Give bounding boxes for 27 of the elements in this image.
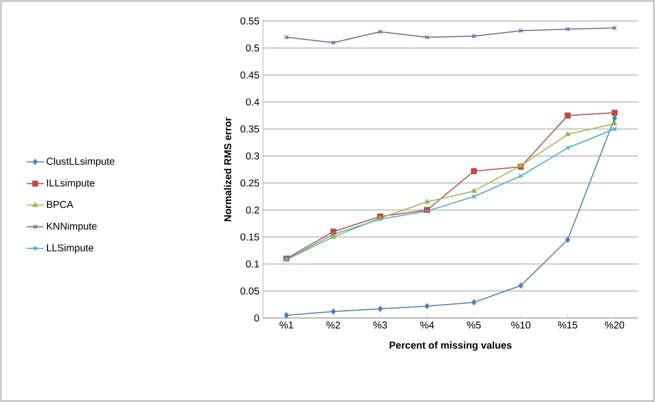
y-tick-label: 0.15 xyxy=(240,233,260,241)
y-tick-label: 0.3 xyxy=(246,152,260,160)
x-tick-label: %1 xyxy=(280,322,294,328)
x-tick-label: %10 xyxy=(511,322,530,329)
x-tick-label: %20 xyxy=(604,322,624,329)
legend-label: KNNimpute xyxy=(47,222,97,232)
legend-label: ILLsimpute xyxy=(47,179,94,188)
x-tick-label: %5 xyxy=(467,322,481,329)
x-tick-label: %3 xyxy=(373,322,387,329)
x-axis-title: Percent of missing values xyxy=(390,341,512,351)
y-tick-label: 0.25 xyxy=(240,179,260,187)
x-tick-label: %4 xyxy=(420,322,434,328)
y-axis-title: Normalized RMS error xyxy=(224,117,232,222)
y-tick-label: 0.4 xyxy=(246,98,260,106)
x-tick-label: %2 xyxy=(326,322,340,329)
y-tick-label: 0.45 xyxy=(240,71,260,79)
y-tick-label: 0.2 xyxy=(246,206,259,214)
y-tick-label: 0 xyxy=(254,314,260,322)
y-tick-label: 0.1 xyxy=(246,260,260,268)
legend-label: BPCA xyxy=(47,200,74,208)
x-tick-label: %15 xyxy=(558,322,578,329)
legend-label: ClustLLsimpute xyxy=(46,158,114,167)
y-tick-label: 0.05 xyxy=(240,287,260,295)
legend-label: LLSimpute xyxy=(47,244,94,254)
y-tick-label: 0.5 xyxy=(246,44,260,52)
y-tick-label: 0.55 xyxy=(240,17,260,25)
y-tick-label: 0.35 xyxy=(240,125,260,133)
